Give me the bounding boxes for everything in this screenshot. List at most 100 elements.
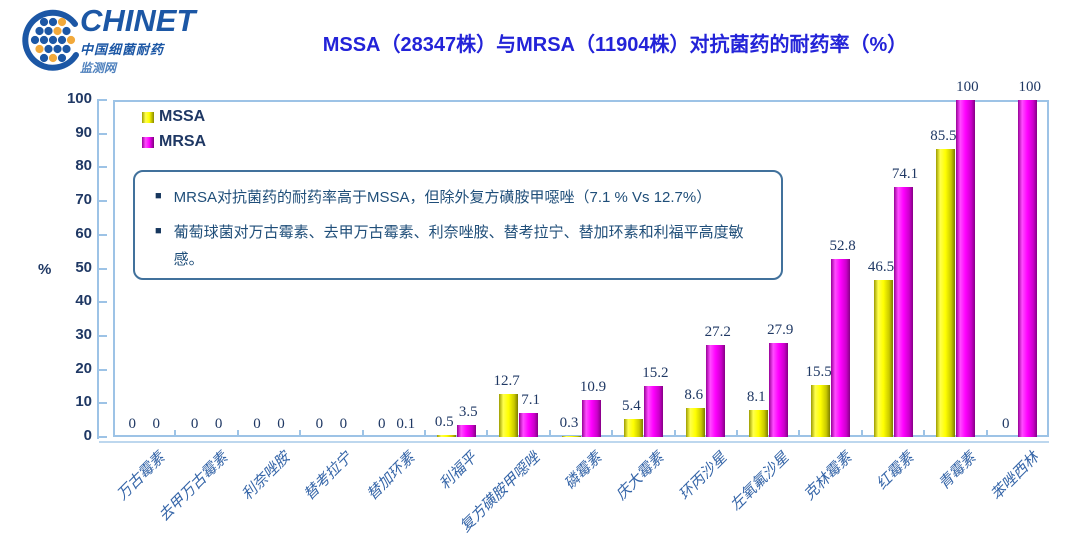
- bar-mssa-利福平: [436, 435, 456, 437]
- annotation-bullet-1: ■ MRSA对抗菌药的耐药率高于MSSA，但除外复方磺胺甲噁唑（7.1 % Vs…: [153, 185, 763, 211]
- y-tick: [99, 301, 107, 304]
- x-tick: [299, 430, 302, 437]
- y-tick-label: 0: [83, 427, 92, 444]
- y-tick-label: 30: [75, 325, 92, 343]
- value-label-mrsa: 74.1: [891, 166, 919, 182]
- bar-mrsa-青霉素: [955, 100, 975, 437]
- y-axis-title: %: [38, 261, 52, 278]
- bar-mssa-复方磺胺甲噁唑: [499, 394, 519, 437]
- x-tick: [361, 430, 364, 437]
- y-tick: [99, 132, 107, 135]
- value-label-mrsa: 0: [214, 416, 223, 432]
- bullet-square-icon: ■: [155, 190, 162, 202]
- value-label-mrsa: 0.1: [396, 416, 416, 432]
- x-tick: [985, 430, 988, 437]
- bar-mssa-磷霉素: [561, 436, 581, 437]
- bar-mrsa-环丙沙星: [706, 345, 726, 437]
- brand-subtitle-cn: 中国细菌耐药: [80, 42, 165, 57]
- x-tick: [860, 430, 863, 437]
- bar-mrsa-克林霉素: [831, 259, 851, 437]
- bar-mrsa-复方磺胺甲噁唑: [519, 413, 539, 437]
- value-label-mssa: 0: [315, 416, 324, 432]
- y-tick-label: 40: [75, 292, 92, 310]
- value-label-mrsa: 15.2: [642, 365, 669, 381]
- y-tick-label: 60: [75, 224, 92, 242]
- value-label-mssa: 0: [378, 416, 386, 432]
- x-tick: [736, 430, 738, 437]
- y-tick-label: 80: [75, 157, 92, 175]
- y-axis: [97, 99, 99, 439]
- value-label-mssa: 0: [253, 416, 261, 432]
- y-tick: [99, 166, 107, 169]
- value-label-mrsa: 3.5: [458, 404, 478, 420]
- x-tick: [236, 430, 239, 437]
- bar-mssa-青霉素: [935, 149, 955, 437]
- value-label-mssa: 0.3: [559, 415, 579, 431]
- value-label-mssa: 0.5: [434, 414, 454, 430]
- brand-name: CHINET: [80, 3, 196, 38]
- bar-mssa-红霉素: [873, 280, 893, 437]
- value-label-mrsa: 10.9: [579, 379, 607, 395]
- value-label-mssa: 46.5: [867, 259, 895, 275]
- page-title: MSSA（28347株）与MRSA（11904株）对抗菌药的耐药率（%）: [322, 34, 908, 56]
- y-tick: [99, 334, 107, 337]
- value-label-mrsa: 27.9: [767, 322, 794, 338]
- x-tick: [798, 430, 801, 437]
- value-label-mrsa: 27.2: [704, 324, 731, 340]
- value-label-mssa: 8.1: [746, 389, 766, 405]
- y-tick: [99, 233, 107, 236]
- legend-label: MSSA: [159, 108, 206, 125]
- value-label-mrsa: 52.8: [829, 238, 856, 254]
- value-label-mrsa: 7.1: [521, 392, 540, 408]
- mssa-swatch-icon: [142, 111, 154, 123]
- bar-mssa-左氧氟沙星: [748, 410, 768, 437]
- chinet-logo: CHINET 中国细菌耐药 监测网: [20, 3, 196, 76]
- chinet-emblem-icon: [22, 9, 79, 71]
- brand-subtitle-net: 监测网: [80, 61, 117, 75]
- legend: MSSA MRSA: [142, 108, 206, 158]
- y-tick: [99, 368, 107, 371]
- y-tick: [99, 436, 107, 438]
- bar-mssa-庆大霉素: [623, 419, 643, 437]
- value-label-mssa: 0: [190, 416, 199, 432]
- value-label-mssa: 8.6: [684, 387, 704, 403]
- x-tick: [548, 430, 551, 437]
- y-tick-label: 70: [75, 191, 92, 209]
- bullet-square-icon: ■: [155, 225, 162, 238]
- x-tick: [174, 430, 177, 437]
- x-tick: [424, 430, 426, 437]
- value-label-mssa: 85.5: [930, 128, 957, 144]
- bar-mssa-环丙沙星: [686, 408, 706, 437]
- bar-mrsa-红霉素: [893, 187, 913, 437]
- annotation-bullet-2: ■ 葡萄球菌对万古霉素、去甲万古霉素、利奈唑胺、替考拉宁、替加环素和利福平高度敏…: [153, 220, 763, 273]
- annotation-box: ■ MRSA对抗菌药的耐药率高于MSSA，但除外复方磺胺甲噁唑（7.1 % Vs…: [133, 170, 783, 280]
- value-label-mrsa: 0: [152, 416, 160, 432]
- value-label-mssa: 15.5: [805, 364, 832, 380]
- x-tick: [611, 430, 614, 437]
- annotation-text: MRSA对抗菌药的耐药率高于MSSA，但除外复方磺胺甲噁唑（7.1 % Vs 1…: [173, 189, 712, 206]
- legend-item-mrsa: MRSA: [142, 133, 206, 151]
- mrsa-swatch-icon: [142, 136, 154, 148]
- value-label-mrsa: 100: [956, 79, 979, 95]
- value-label-mrsa: 0: [339, 416, 348, 432]
- y-tick-label: 90: [75, 123, 92, 141]
- value-label-mssa: 5.4: [622, 398, 641, 414]
- bar-mrsa-磷霉素: [581, 400, 601, 437]
- value-label-mssa: 12.7: [493, 373, 520, 389]
- annotation-text: 葡萄球菌对万古霉素、去甲万古霉素、利奈唑胺、替考拉宁、替加环素和利福平高度敏感。: [173, 224, 744, 268]
- value-label-mssa: 0: [128, 416, 136, 432]
- legend-item-mssa: MSSA: [142, 108, 206, 126]
- y-tick-label: 20: [75, 359, 92, 377]
- value-label-mrsa: 100: [1018, 79, 1042, 95]
- value-label-mrsa: 0: [277, 416, 285, 432]
- bar-mssa-克林霉素: [811, 385, 831, 437]
- bar-mrsa-苯唑西林: [1018, 100, 1038, 437]
- bar-mrsa-利福平: [456, 425, 476, 437]
- y-tick: [99, 402, 107, 405]
- y-tick: [99, 267, 107, 270]
- x-tick: [673, 430, 676, 437]
- y-tick: [99, 99, 107, 101]
- legend-label: MRSA: [159, 133, 207, 150]
- x-tick: [923, 430, 926, 437]
